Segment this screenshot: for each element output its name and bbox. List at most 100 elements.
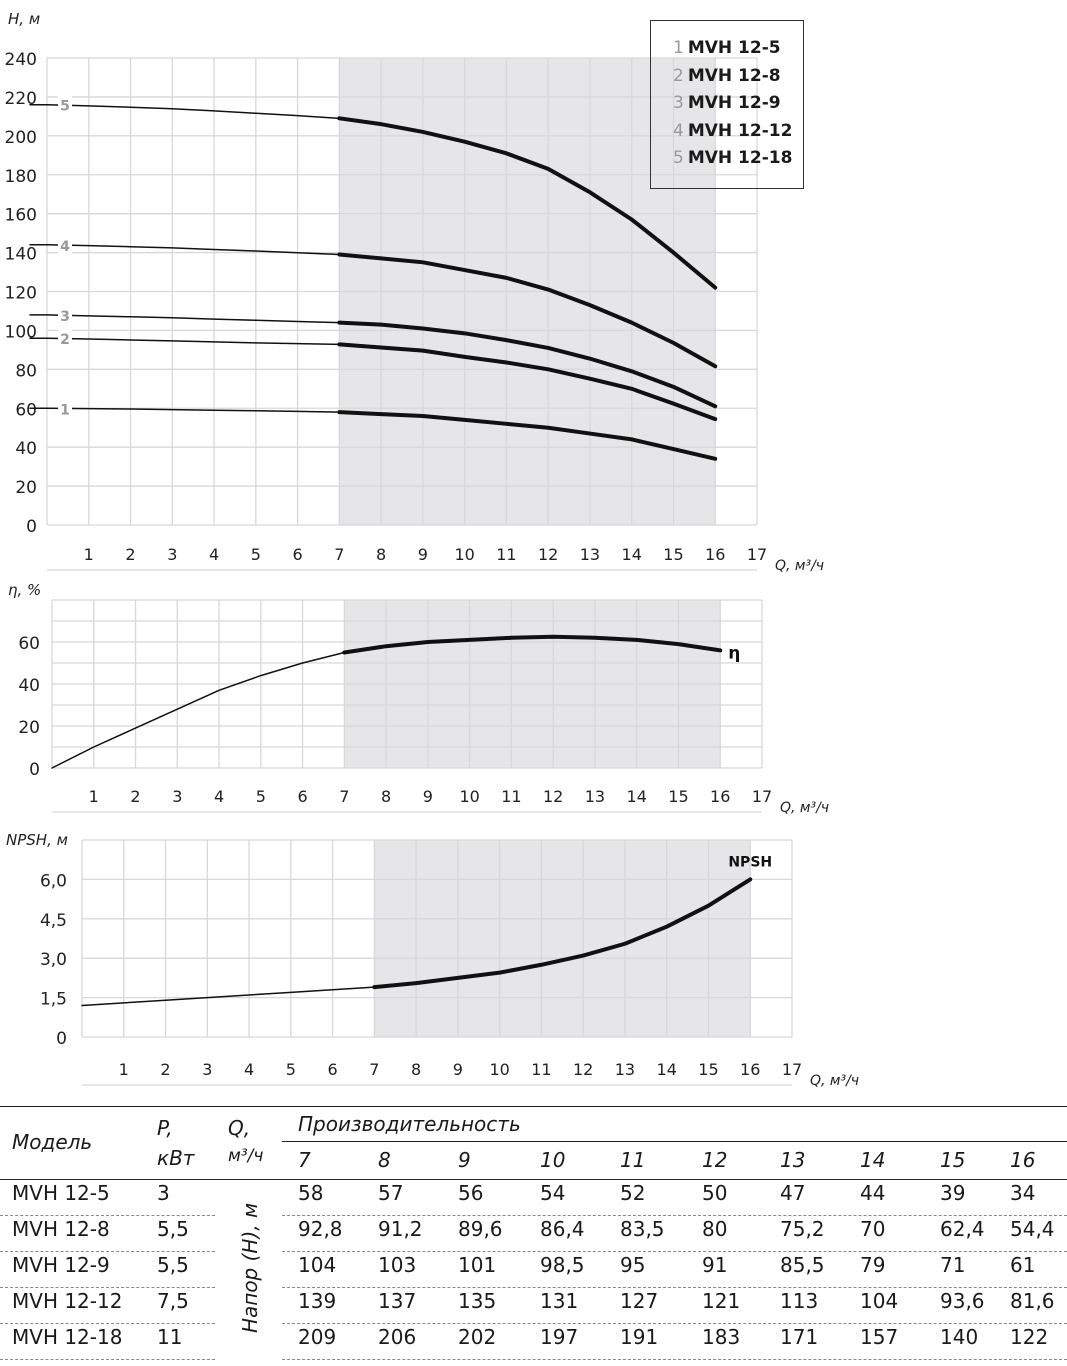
series-number-label: 1 [60,402,70,418]
cell-head: 137 [378,1289,417,1313]
header-performance: Производительность [298,1112,521,1136]
cell-power: 5,5 [157,1217,189,1241]
cell-head: 183 [702,1325,741,1349]
series-label-bg [58,95,72,114]
cell-head: 58 [298,1181,324,1205]
legend-entry: 5 MVH 12-18 [673,148,793,168]
y-tick-label: 40 [15,439,37,459]
series-number-label: 2 [60,332,70,348]
x-tick-label: 16 [740,1060,760,1079]
row-divider [0,1287,215,1288]
header-flow-unit: м³/ч [228,1146,264,1166]
legend-entry: 1 MVH 12-5 [673,38,781,58]
series-end-label: NPSH [728,854,772,870]
series-end-label: η [728,643,740,663]
y-tick-label: 20 [15,478,37,498]
series-line-thick [337,320,718,409]
series-line-thick [342,634,723,655]
header-q-value: 7 [298,1148,311,1172]
legend-entry: 2 MVH 12-8 [673,65,781,86]
cell-model: MVH 12-18 [12,1325,123,1349]
cell-head: 79 [860,1253,886,1277]
x-tick-label: 9 [423,787,433,806]
x-tick-label: 15 [698,1060,718,1079]
row-divider [0,1215,215,1216]
cell-head: 206 [378,1325,417,1349]
cell-model: MVH 12-5 [12,1181,110,1205]
series-number-label: 4 [60,239,70,255]
series-line-thin [51,651,346,769]
series-line-thick [337,252,718,369]
y-tick-label: 0 [26,517,37,537]
cell-power: 11 [157,1325,183,1349]
x-axis-label: Q, м³/ч [780,800,829,816]
cell-head: 101 [458,1253,497,1277]
header-power: P, [157,1116,173,1140]
x-tick-label: 4 [209,545,219,564]
x-tick-label: 11 [501,787,521,806]
header-q-value: 10 [540,1148,566,1172]
series-number-label: 5 [60,99,70,115]
x-tick-label: 5 [256,787,266,806]
cell-head: 113 [780,1289,819,1313]
cell-head: 71 [940,1253,966,1277]
row-divider [282,1215,1067,1216]
cell-head: 122 [1010,1325,1049,1349]
row-divider [0,1359,215,1360]
x-tick-label: 8 [381,787,391,806]
y-tick-label: 0 [29,760,40,780]
operating-range-shade [374,840,751,1037]
cell-head: 93,6 [940,1289,985,1313]
x-tick-label: 15 [663,545,683,564]
header-flow: Q, [228,1116,251,1140]
y-tick-label: 60 [15,400,37,420]
y-tick-label: 220 [5,89,37,109]
y-tick-label: 240 [5,50,37,70]
header-q-value: 9 [458,1148,471,1172]
x-tick-label: 17 [782,1060,802,1079]
x-tick-label: 11 [531,1060,551,1079]
series-label-bg [58,329,72,348]
x-tick-label: 9 [453,1060,463,1079]
cell-head: 75,2 [780,1217,825,1241]
x-tick-label: 7 [334,545,344,564]
y-tick-label: 120 [5,284,37,304]
row-divider [282,1287,1067,1288]
y-tick-label: 200 [5,128,37,148]
x-tick-label: 5 [251,545,261,564]
cell-head: 92,8 [298,1217,343,1241]
cell-head: 95 [620,1253,646,1277]
x-tick-label: 10 [489,1060,509,1079]
x-tick-label: 3 [167,545,177,564]
series-line-2-thin [29,337,341,346]
header-q-value: 13 [780,1148,806,1172]
cell-head: 85,5 [780,1253,825,1277]
cell-head: 47 [780,1181,806,1205]
x-tick-label: 14 [622,545,642,564]
series-line-thick [337,116,718,290]
row-divider [282,1251,1067,1252]
x-tick-label: 4 [214,787,224,806]
cell-head: 56 [458,1181,484,1205]
cell-head: 202 [458,1325,497,1349]
table-top-rule [0,1106,1067,1107]
x-tick-label: 1 [119,1060,129,1079]
cell-head: 34 [1010,1181,1036,1205]
y-tick-label: 0 [56,1029,67,1049]
header-q-value: 15 [940,1148,966,1172]
row-divider [282,1359,1067,1360]
x-tick-label: 8 [376,545,386,564]
series-label-bg [58,399,72,418]
y-tick-label: 4,5 [40,911,67,931]
x-tick-label: 14 [627,787,647,806]
x-tick-label: 7 [339,787,349,806]
x-tick-label: 4 [244,1060,254,1079]
y-tick-label: 20 [18,718,40,738]
cell-head: 209 [298,1325,337,1349]
row-divider [282,1323,1067,1324]
x-tick-label: 12 [543,787,563,806]
head-axis-label: Напор (H), м [238,1202,262,1334]
